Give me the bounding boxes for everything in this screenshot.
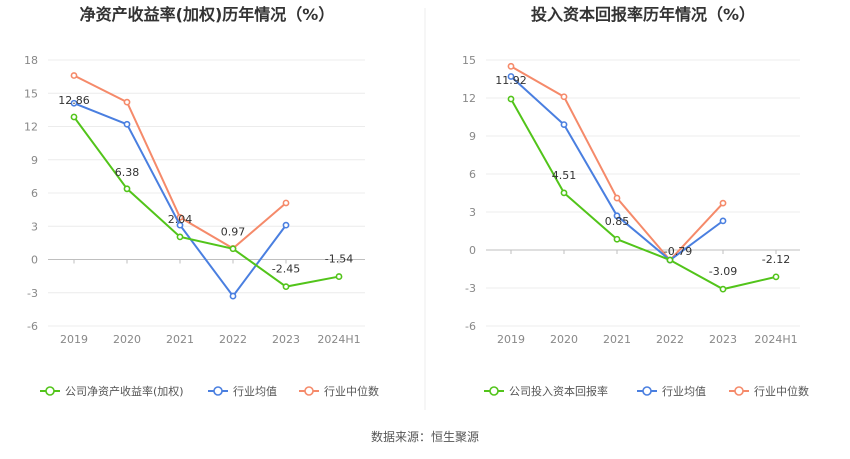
- series-point: [123, 120, 131, 128]
- series-line-1: [73, 116, 340, 288]
- data-label: 0.97: [221, 226, 246, 239]
- series-point: [282, 283, 290, 291]
- chart-title: 净资产收益率(加权)历年情况（%）: [80, 5, 335, 24]
- legend-label: 行业均值: [233, 385, 277, 398]
- data-label: 6.38: [115, 166, 140, 179]
- chart-2: 投入资本回报率历年情况（%） 15 12 9 6 3 0 -3 -6 2019 2020 2021 20…: [462, 5, 809, 398]
- data-label: 2.04: [168, 213, 193, 226]
- legend-item-3: 行业中位数: [729, 384, 809, 398]
- x-tick-label: 2023: [709, 333, 737, 346]
- series-point: [229, 292, 237, 300]
- y-tick-label: 3: [469, 206, 476, 219]
- legend-item-2: 行业均值: [637, 385, 706, 398]
- y-tick-label: -3: [27, 287, 38, 300]
- series-point: [123, 98, 131, 106]
- x-tick-label: 2022: [219, 333, 247, 346]
- series-point: [70, 99, 78, 107]
- y-tick-label: 0: [469, 244, 476, 257]
- series-point: [335, 273, 343, 280]
- data-label: -2.12: [762, 253, 790, 266]
- legend-label: 公司净资产收益率(加权): [65, 384, 184, 398]
- y-tick-label: 9: [469, 130, 476, 143]
- series-point: [70, 113, 78, 121]
- x-tick-label: 2019: [497, 333, 525, 346]
- series-point: [560, 121, 568, 128]
- series-point: [719, 199, 727, 207]
- series-line-3: [510, 65, 724, 262]
- data-label: 4.51: [552, 169, 577, 182]
- x-tick-label: 2020: [550, 333, 578, 346]
- data-label: -3.09: [709, 265, 737, 278]
- data-label: 0.85: [605, 215, 630, 228]
- series-point: [507, 73, 515, 80]
- x-tick-label: 2023: [272, 333, 300, 346]
- y-tick-label: 15: [24, 87, 38, 100]
- legend-marker: [213, 386, 223, 396]
- series-point: [282, 221, 290, 229]
- series-point: [719, 285, 727, 293]
- y-tick-label: 15: [462, 54, 476, 67]
- y-tick-label: 0: [31, 254, 38, 267]
- data-label: 11.92: [495, 74, 527, 87]
- data-label: 12.86: [58, 94, 90, 107]
- x-tick-label: 2022: [656, 333, 684, 346]
- series-point: [176, 233, 184, 241]
- x-tick-label: 2024H1: [317, 333, 360, 346]
- y-tick-label: -6: [465, 320, 476, 333]
- series-point: [560, 93, 568, 101]
- series-point: [772, 273, 780, 281]
- series-point: [613, 194, 621, 202]
- data-label: -0.79: [664, 245, 692, 258]
- series-point: [229, 245, 237, 253]
- series-line-1: [510, 98, 777, 291]
- series-point: [719, 217, 727, 225]
- y-tick-label: 6: [31, 187, 38, 200]
- series-point: [123, 185, 131, 193]
- x-tick-label: 2021: [166, 333, 194, 346]
- legend-marker: [734, 386, 744, 396]
- legend-item-1: 公司净资产收益率(加权): [40, 384, 184, 398]
- x-tick-label: 2024H1: [754, 333, 797, 346]
- legend-marker: [45, 386, 55, 396]
- series-line-2: [510, 75, 724, 262]
- y-tick-label: 12: [24, 121, 38, 134]
- y-tick-label: 18: [24, 54, 38, 67]
- series-point: [507, 62, 515, 70]
- y-tick-label: -6: [27, 320, 38, 333]
- data-label: -1.54: [325, 253, 353, 266]
- series-point: [282, 199, 290, 207]
- legend-marker: [304, 386, 314, 396]
- legend-marker: [489, 386, 499, 396]
- x-tick-label: 2019: [60, 333, 88, 346]
- series-point: [613, 212, 621, 220]
- data-source-label: 数据来源：恒生聚源: [370, 430, 479, 444]
- y-tick-label: 9: [31, 154, 38, 167]
- chart-1: 净资产收益率(加权)历年情况（%） 18 15 12 9 6 3 0 -3 -6 2019 2020 2…: [24, 5, 379, 398]
- legend-label: 行业均值: [662, 385, 706, 398]
- series-point: [507, 95, 515, 103]
- legend-label: 行业中位数: [754, 384, 809, 398]
- legend-item-3: 行业中位数: [299, 384, 379, 398]
- legend-label: 行业中位数: [324, 384, 379, 398]
- series-point: [613, 235, 621, 243]
- series-point: [70, 72, 78, 79]
- series-point: [176, 213, 184, 221]
- chart-title: 投入资本回报率历年情况（%）: [531, 5, 755, 24]
- series-line-2: [73, 102, 287, 298]
- legend-label: 公司投入资本回报率: [509, 384, 608, 398]
- series-point: [176, 221, 184, 229]
- y-tick-label: -3: [465, 282, 476, 295]
- legend-marker: [642, 386, 652, 396]
- data-label: -2.45: [272, 263, 300, 276]
- series-point: [666, 256, 674, 264]
- legend-item-2: 行业均值: [208, 385, 277, 398]
- y-tick-label: 3: [31, 220, 38, 233]
- y-tick-label: 6: [469, 168, 476, 181]
- y-tick-label: 12: [462, 92, 476, 105]
- x-tick-label: 2021: [603, 333, 631, 346]
- x-tick-label: 2020: [113, 333, 141, 346]
- legend-item-1: 公司投入资本回报率: [484, 384, 608, 398]
- series-point: [560, 189, 568, 197]
